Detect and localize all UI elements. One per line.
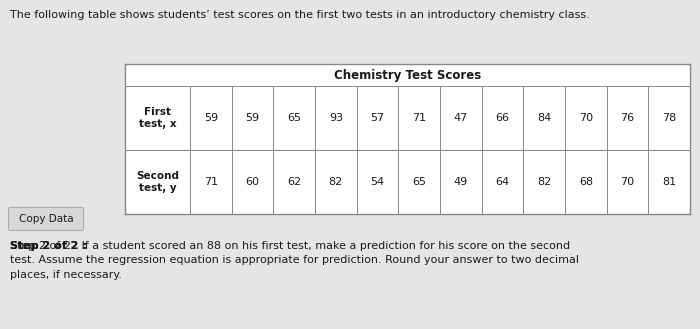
Text: 93: 93 — [329, 113, 343, 123]
Text: 81: 81 — [662, 177, 676, 187]
Text: 70: 70 — [620, 177, 635, 187]
Text: Chemistry Test Scores: Chemistry Test Scores — [334, 68, 481, 82]
Text: 84: 84 — [537, 113, 552, 123]
Text: The following table shows students’ test scores on the first two tests in an int: The following table shows students’ test… — [10, 10, 589, 20]
Text: First
test, x: First test, x — [139, 107, 176, 129]
Text: 47: 47 — [454, 113, 468, 123]
Text: 62: 62 — [287, 177, 301, 187]
Text: 71: 71 — [204, 177, 218, 187]
Text: Second
test, y: Second test, y — [136, 171, 179, 193]
Text: 65: 65 — [412, 177, 426, 187]
Text: 59: 59 — [246, 113, 260, 123]
Text: 82: 82 — [537, 177, 552, 187]
Text: Step 2 of 2 : If a student scored an 88 on his first test, make a prediction for: Step 2 of 2 : If a student scored an 88 … — [10, 241, 579, 280]
Text: 66: 66 — [496, 113, 510, 123]
Text: 60: 60 — [246, 177, 260, 187]
Text: 68: 68 — [579, 177, 593, 187]
Text: 49: 49 — [454, 177, 468, 187]
Text: 64: 64 — [496, 177, 510, 187]
Text: 65: 65 — [287, 113, 301, 123]
Text: 57: 57 — [370, 113, 384, 123]
Text: 82: 82 — [329, 177, 343, 187]
Text: 71: 71 — [412, 113, 426, 123]
Text: 70: 70 — [579, 113, 593, 123]
FancyBboxPatch shape — [8, 208, 83, 231]
Text: 76: 76 — [620, 113, 635, 123]
Text: 54: 54 — [370, 177, 384, 187]
Text: Step 2 of 2 :: Step 2 of 2 : — [10, 241, 87, 251]
Text: 59: 59 — [204, 113, 218, 123]
Bar — [125, 64, 690, 214]
Text: Step 2 of 2 :: Step 2 of 2 : — [10, 241, 87, 251]
Text: Copy Data: Copy Data — [19, 214, 74, 224]
Text: 78: 78 — [662, 113, 676, 123]
